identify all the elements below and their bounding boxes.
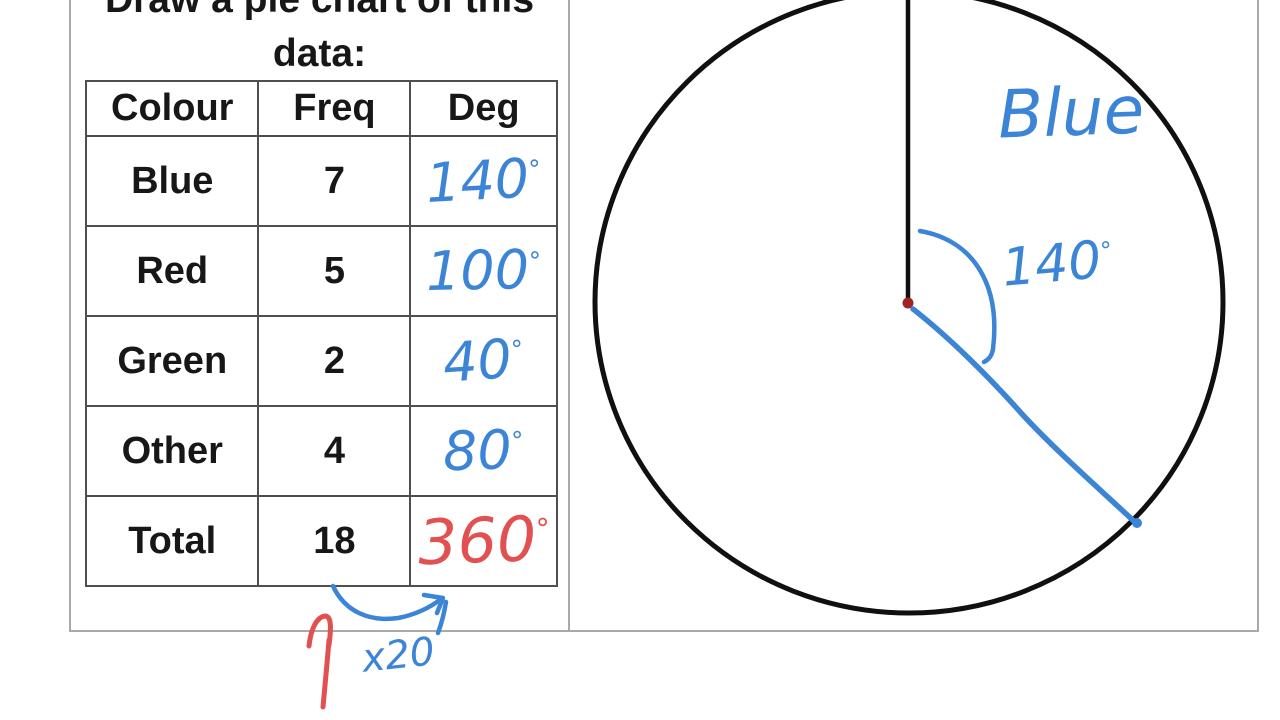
cell-freq: 2 bbox=[257, 315, 412, 407]
cell-deg: 40° bbox=[409, 315, 558, 407]
handwritten-degrees: 40° bbox=[441, 326, 525, 395]
cell-colour: Blue bbox=[84, 135, 260, 227]
cell-freq: 7 bbox=[257, 135, 412, 227]
cell-freq: 5 bbox=[257, 225, 412, 317]
handwritten-degrees: 80° bbox=[442, 417, 525, 483]
handwritten-total-degrees: 360° bbox=[416, 502, 551, 580]
cell-colour: Red bbox=[84, 225, 260, 317]
cell-deg: 140° bbox=[409, 135, 558, 227]
table-row: Red 5 100° bbox=[84, 225, 558, 317]
cell-deg: 80° bbox=[409, 405, 558, 497]
table-header-row: Colour Freq Deg bbox=[84, 80, 558, 137]
cell-colour: Other bbox=[84, 405, 260, 497]
cell-deg: 100° bbox=[409, 225, 558, 317]
angle-value-label: 140° bbox=[999, 230, 1114, 299]
table-row: Blue 7 140° bbox=[84, 135, 558, 227]
page-title: Draw a pie chart of this data: bbox=[105, 0, 534, 75]
header-freq: Freq bbox=[257, 80, 412, 137]
table-panel: Draw a pie chart of this data: Colour Fr… bbox=[69, 0, 568, 632]
cell-freq: 4 bbox=[257, 405, 412, 497]
slice-label-blue: Blue bbox=[996, 71, 1146, 154]
table-row: Other 4 80° bbox=[84, 405, 558, 497]
cell-freq: 18 bbox=[257, 495, 412, 587]
frequency-table: Colour Freq Deg Blue 7 140° Red 5 100° G… bbox=[84, 80, 558, 587]
header-colour: Colour bbox=[84, 80, 260, 137]
table-total-row: Total 18 360° bbox=[84, 495, 558, 587]
cell-colour: Green bbox=[84, 315, 260, 407]
cell-deg: 360° bbox=[409, 495, 558, 587]
handwritten-degrees: 100° bbox=[425, 237, 542, 303]
cell-colour: Total bbox=[84, 495, 260, 587]
handwritten-degrees: 140° bbox=[424, 146, 542, 215]
pie-chart-panel bbox=[568, 0, 1259, 632]
header-deg: Deg bbox=[409, 80, 558, 137]
table-row: Green 2 40° bbox=[84, 315, 558, 407]
red-up-arrow-shaft bbox=[320, 637, 332, 710]
multiplier-note: x20 bbox=[359, 629, 437, 682]
